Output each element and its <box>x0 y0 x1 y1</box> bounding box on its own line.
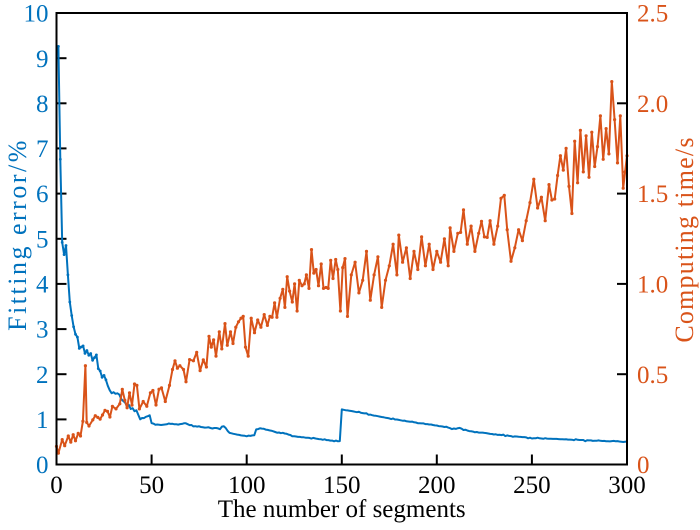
svg-text:Fitting error/%: Fitting error/% <box>3 138 32 331</box>
svg-text:7: 7 <box>36 136 49 163</box>
svg-text:4: 4 <box>36 272 49 299</box>
svg-text:0: 0 <box>50 472 63 499</box>
svg-text:5: 5 <box>36 226 49 253</box>
svg-text:0.5: 0.5 <box>637 362 668 389</box>
svg-text:8: 8 <box>36 91 49 118</box>
svg-text:2: 2 <box>36 362 49 389</box>
svg-text:The number of segments: The number of segments <box>218 496 466 523</box>
svg-text:10: 10 <box>24 1 49 28</box>
svg-text:100: 100 <box>228 472 266 499</box>
svg-text:6: 6 <box>36 181 49 208</box>
svg-text:50: 50 <box>139 472 164 499</box>
svg-text:2.0: 2.0 <box>637 91 668 118</box>
svg-text:1.5: 1.5 <box>637 181 668 208</box>
svg-text:150: 150 <box>323 472 361 499</box>
svg-text:200: 200 <box>418 472 456 499</box>
svg-text:250: 250 <box>513 472 551 499</box>
svg-text:Computing time/s: Computing time/s <box>670 136 699 342</box>
svg-text:1.0: 1.0 <box>637 272 668 299</box>
svg-text:300: 300 <box>608 472 646 499</box>
svg-text:2.5: 2.5 <box>637 1 668 28</box>
svg-text:0: 0 <box>36 452 49 479</box>
svg-text:0: 0 <box>637 452 650 479</box>
svg-text:1: 1 <box>36 407 49 434</box>
svg-text:9: 9 <box>36 46 49 73</box>
svg-text:3: 3 <box>36 317 49 344</box>
